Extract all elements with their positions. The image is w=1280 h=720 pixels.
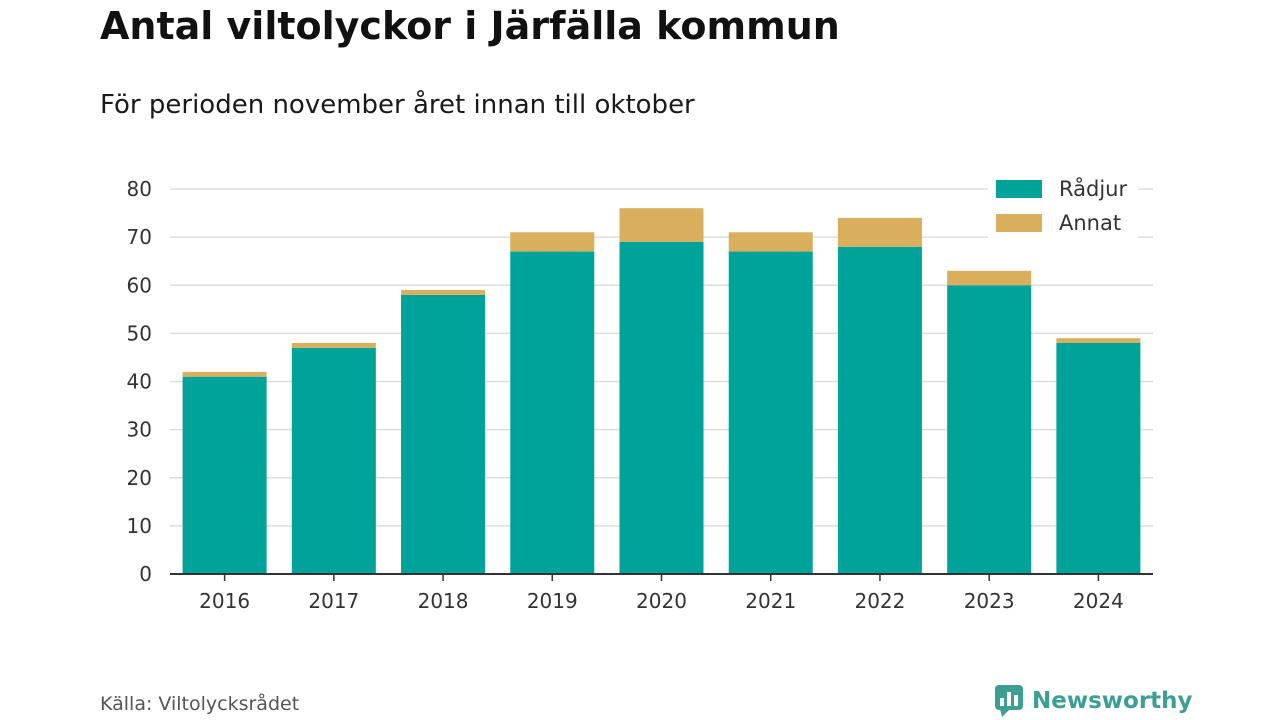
bar-radjur-2022 [837,246,922,574]
bar-annat-2019 [510,232,595,252]
y-tick-label: 80 [127,177,152,201]
x-tick-label: 2019 [527,589,578,613]
bar-annat-2017 [291,343,376,348]
x-tick-label: 2020 [636,589,687,613]
bar-radjur-2023 [947,285,1032,574]
x-tick-label: 2023 [964,589,1015,613]
bar-annat-2023 [947,270,1032,286]
bar-annat-2016 [182,371,267,377]
y-tick-label: 50 [127,321,152,345]
bar-annat-2021 [728,232,813,252]
x-tick-label: 2016 [199,589,250,613]
bar-radjur-2017 [291,347,376,574]
bar-chart: 0 10 20 30 40 50 60 70 80 2016 2017 2018 2019 2020 202… [126,176,1153,613]
y-tick-label: 60 [127,273,152,297]
brand-logo: Newsworthy [994,684,1193,718]
legend-swatch-annat [996,214,1042,232]
x-tick-label: 2021 [745,589,796,613]
bar-radjur-2021 [728,251,813,574]
legend-swatch-radjur [996,180,1042,198]
legend-label: Annat [1059,211,1121,235]
bar-radjur-2016 [182,376,267,574]
bar-annat-2024 [1056,338,1141,343]
y-tick-label: 20 [127,466,152,490]
chart-title: Antal viltolyckor i Järfälla kommun [100,4,840,48]
brand-name: Newsworthy [1032,688,1193,714]
legend-label: Rådjur [1059,176,1127,201]
bar-annat-2020 [619,208,704,242]
y-tick-label: 0 [139,562,152,586]
bar-radjur-2019 [510,251,595,574]
x-tick-label: 2018 [418,589,469,613]
source-note: Källa: Viltolycksrådet [100,693,300,715]
y-tick-label: 70 [127,225,152,249]
chart-subtitle: För perioden november året innan till ok… [100,90,695,120]
bar-annat-2018 [401,290,486,295]
x-tick-label: 2022 [854,589,905,613]
bar-radjur-2020 [619,241,704,574]
bar-radjur-2024 [1056,343,1141,574]
y-tick-label: 40 [127,370,152,394]
x-tick-label: 2017 [308,589,359,613]
bar-chart-speech-bubble-icon [995,685,1023,717]
x-tick-label: 2024 [1073,589,1124,613]
y-tick-label: 10 [127,514,152,538]
bar-annat-2022 [837,217,922,247]
bar-radjur-2018 [401,294,486,574]
y-tick-label: 30 [127,418,152,442]
